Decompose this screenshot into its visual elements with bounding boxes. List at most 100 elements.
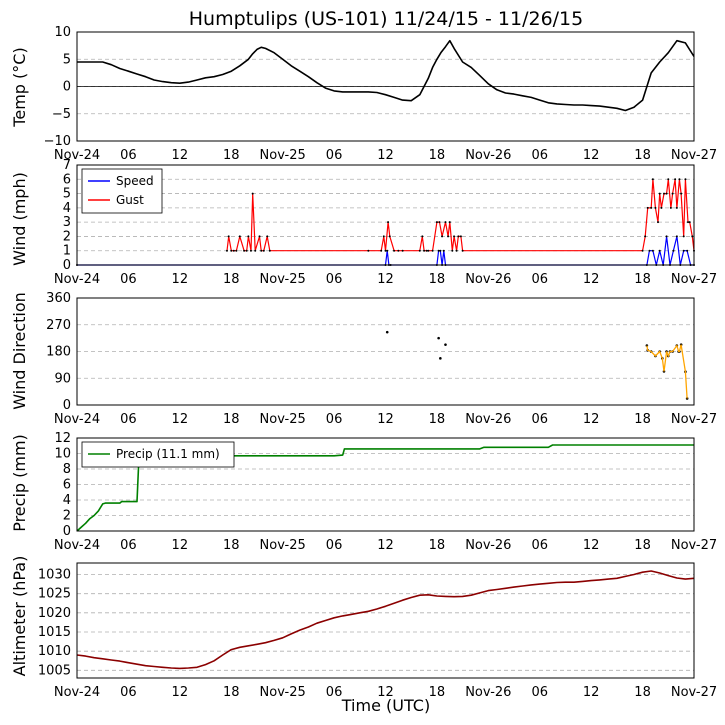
wind-point bbox=[671, 192, 674, 195]
axes-frame bbox=[76, 164, 695, 266]
x-tick-label: 06 bbox=[326, 412, 343, 427]
wind-point bbox=[380, 249, 383, 252]
wind-point bbox=[651, 178, 654, 181]
y-tick-label: 7 bbox=[63, 158, 71, 173]
wind-point bbox=[431, 249, 434, 252]
wind-point bbox=[249, 249, 252, 252]
x-tick-label: 12 bbox=[172, 412, 189, 427]
x-tick-label: Nov-27 bbox=[671, 685, 717, 700]
wind-point bbox=[648, 249, 651, 252]
y-tick-label: 180 bbox=[46, 345, 71, 360]
wind-point bbox=[268, 249, 271, 252]
legend-label: Speed bbox=[116, 174, 154, 188]
wind-point bbox=[235, 249, 238, 252]
x-tick-label: 12 bbox=[377, 685, 394, 700]
wind-point bbox=[421, 235, 424, 238]
x-tick-label: Nov-26 bbox=[465, 272, 511, 287]
x-tick-label: Nov-27 bbox=[671, 538, 717, 553]
x-tick-label: 06 bbox=[326, 148, 343, 163]
wind-point bbox=[367, 249, 370, 252]
wind-point bbox=[435, 221, 438, 224]
x-tick-label: 18 bbox=[429, 685, 446, 700]
x-tick-label: Nov-27 bbox=[671, 148, 717, 163]
y-tick-label: 1020 bbox=[38, 606, 71, 621]
axes-frame bbox=[76, 297, 695, 406]
x-tick-label: 12 bbox=[583, 538, 600, 553]
x-tick-label: 18 bbox=[634, 272, 651, 287]
x-tick-label: Nov-26 bbox=[465, 685, 511, 700]
x-tick-label: 12 bbox=[172, 538, 189, 553]
y-tick-label: 2 bbox=[63, 229, 71, 244]
y-tick-label: 1010 bbox=[38, 644, 71, 659]
x-tick-label: 18 bbox=[223, 272, 240, 287]
wind-ylabel: Wind (mph) bbox=[10, 172, 29, 266]
x-tick-label: 12 bbox=[377, 148, 394, 163]
wind-point bbox=[669, 206, 672, 209]
wind-point bbox=[232, 249, 235, 252]
wind-point bbox=[678, 178, 681, 181]
wind-point bbox=[384, 249, 387, 252]
wind-point bbox=[657, 221, 660, 224]
wind-point bbox=[674, 178, 677, 181]
y-tick-label: 12 bbox=[54, 431, 71, 446]
wind-point bbox=[225, 249, 228, 252]
y-tick-label: 6 bbox=[63, 478, 71, 493]
x-tick-label: 18 bbox=[429, 272, 446, 287]
x-tick-label: Nov-24 bbox=[54, 685, 100, 700]
x-tick-label: Nov-27 bbox=[671, 412, 717, 427]
wind-point bbox=[691, 235, 694, 238]
wind-point bbox=[438, 221, 441, 224]
wind-point bbox=[459, 235, 462, 238]
direction-point bbox=[439, 357, 442, 360]
x-axis-label: Time (UTC) bbox=[341, 696, 430, 715]
wind-point bbox=[423, 249, 426, 252]
legend-box bbox=[81, 168, 163, 214]
y-tick-label: 90 bbox=[54, 371, 71, 386]
x-tick-label: Nov-26 bbox=[465, 148, 511, 163]
wind-point bbox=[238, 235, 241, 238]
wind-point bbox=[457, 235, 460, 238]
wind-point bbox=[650, 206, 653, 209]
wind-point bbox=[675, 235, 678, 238]
y-tick-label: 3 bbox=[63, 215, 71, 230]
x-tick-label: 12 bbox=[172, 685, 189, 700]
x-tick-label: 18 bbox=[634, 685, 651, 700]
wind-point bbox=[461, 249, 464, 252]
wind-point bbox=[266, 235, 269, 238]
direction-point bbox=[444, 343, 447, 346]
y-tick-label: 4 bbox=[63, 201, 71, 216]
x-tick-label: Nov-24 bbox=[54, 272, 100, 287]
x-tick-label: 06 bbox=[531, 148, 548, 163]
x-tick-label: 18 bbox=[634, 148, 651, 163]
x-tick-label: 06 bbox=[531, 412, 548, 427]
wind-point bbox=[641, 249, 644, 252]
wind-point bbox=[425, 249, 428, 252]
x-tick-label: Nov-24 bbox=[54, 538, 100, 553]
temp-series-line bbox=[77, 39, 695, 112]
wind-point bbox=[672, 249, 675, 252]
wind-point bbox=[658, 192, 661, 195]
wind-point bbox=[686, 249, 689, 252]
wind-point bbox=[227, 235, 230, 238]
axes-frame bbox=[76, 437, 695, 532]
x-tick-label: 06 bbox=[531, 272, 548, 287]
wind-point bbox=[658, 249, 661, 252]
chart-title: Humptulips (US-101) 11/24/15 - 11/26/15 bbox=[189, 8, 584, 30]
wind-point bbox=[663, 192, 666, 195]
y-tick-label: 10 bbox=[54, 447, 71, 462]
wind-point bbox=[230, 249, 233, 252]
legend-label: Gust bbox=[116, 193, 144, 207]
y-tick-label: 1015 bbox=[38, 625, 71, 640]
legend-label: Precip (11.1 mm) bbox=[116, 447, 220, 461]
x-tick-label: 12 bbox=[172, 272, 189, 287]
y-tick-label: 270 bbox=[46, 318, 71, 333]
axes-frame bbox=[76, 562, 695, 679]
x-tick-label: 06 bbox=[120, 412, 137, 427]
x-tick-label: 12 bbox=[377, 538, 394, 553]
wind-point bbox=[654, 206, 657, 209]
direction-point bbox=[437, 336, 440, 340]
panel-altimeter: Altimeter (hPa) 1030 1025 1020 1015 1010 1005… bbox=[10, 556, 717, 700]
